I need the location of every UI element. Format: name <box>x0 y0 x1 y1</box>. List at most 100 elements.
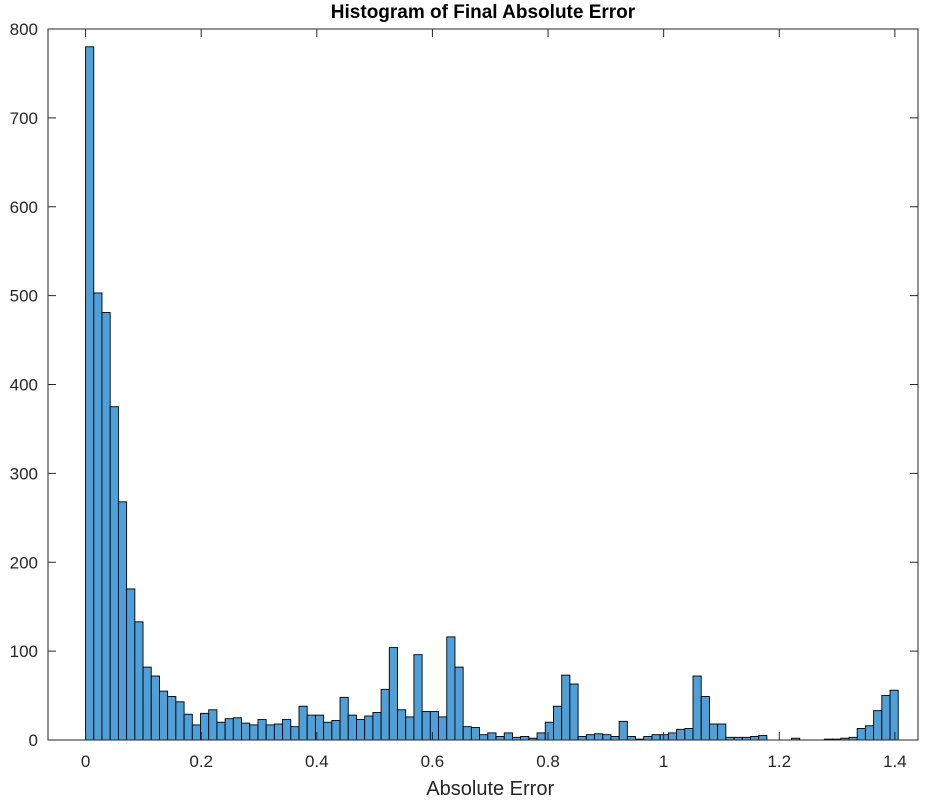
histogram-bar <box>323 721 333 741</box>
x-tick-label: 0.2 <box>189 752 213 771</box>
histogram-bar <box>594 733 604 741</box>
histogram-bar <box>544 721 554 741</box>
histogram-bar <box>126 588 136 741</box>
histogram-bar <box>282 719 292 741</box>
histogram-bar <box>167 696 177 741</box>
histogram-bar <box>676 728 686 741</box>
histogram-bar <box>577 736 587 741</box>
histogram-bar <box>487 732 497 741</box>
histogram-bar <box>273 723 284 741</box>
y-tick-label: 500 <box>10 287 38 306</box>
histogram-bar <box>470 727 481 741</box>
histogram-bar <box>397 709 407 741</box>
histogram-bar <box>232 717 242 741</box>
histogram-bar <box>388 647 398 741</box>
histogram-bar <box>520 736 530 741</box>
histogram-bar <box>257 719 267 741</box>
y-tick-label: 200 <box>10 553 38 572</box>
histogram-bar <box>331 720 341 741</box>
x-axis-label: Absolute Error <box>426 778 554 800</box>
x-tick-label: 0 <box>81 752 90 771</box>
histogram-bar <box>659 734 669 741</box>
plot-area-frame <box>47 28 919 741</box>
histogram-bar <box>446 636 456 741</box>
histogram-bar <box>191 724 201 741</box>
histogram-bar <box>356 719 366 741</box>
histogram-bar <box>454 666 464 741</box>
histogram-bar <box>750 736 760 741</box>
histogram-bar <box>117 501 128 741</box>
histogram-bar <box>339 696 349 741</box>
y-tick-label: 600 <box>10 198 38 217</box>
histogram-bar <box>700 696 710 741</box>
y-axis-ticks: 0 100 200 300 400 500 600 700 800 <box>10 20 918 750</box>
x-tick-label: 1.4 <box>883 752 907 771</box>
histogram-bar <box>462 726 472 741</box>
histogram-bars <box>85 46 899 741</box>
x-tick-label: 1 <box>659 752 668 771</box>
histogram-bar <box>692 675 702 741</box>
histogram-bar <box>421 711 431 741</box>
histogram-bar <box>101 312 111 741</box>
histogram-bar <box>569 683 579 741</box>
y-tick-label: 700 <box>10 109 38 128</box>
x-tick-label: 0.8 <box>536 752 560 771</box>
histogram-bar <box>150 675 160 741</box>
histogram-bar <box>265 724 275 741</box>
histogram-bar <box>561 674 571 741</box>
histogram-bar <box>208 709 218 741</box>
histogram-bar <box>503 732 513 741</box>
histogram-bar <box>306 714 316 741</box>
x-tick-label: 1.2 <box>767 752 791 771</box>
histogram-bar <box>667 732 678 741</box>
histogram-bar <box>224 718 234 741</box>
histogram-bar <box>553 705 563 741</box>
histogram-bar <box>413 654 423 741</box>
chart-title: Histogram of Final Absolute Error <box>331 2 636 23</box>
histogram-bar <box>873 710 883 741</box>
histogram-bar <box>175 701 185 741</box>
histogram-bar <box>364 715 374 741</box>
histogram-bar <box>708 723 719 741</box>
histogram-bar <box>864 725 875 741</box>
histogram-bar <box>380 688 390 741</box>
y-tick-label: 400 <box>10 376 38 395</box>
histogram-bar <box>93 292 103 741</box>
histogram-bar <box>216 721 226 741</box>
histogram-bar <box>290 726 300 741</box>
histogram-bar <box>142 666 152 741</box>
histogram-bar <box>405 716 415 741</box>
histogram-bar <box>183 713 193 741</box>
y-tick-label: 300 <box>10 464 38 483</box>
histogram-bar <box>536 732 546 741</box>
x-tick-label: 0.4 <box>305 752 329 771</box>
x-tick-label: 0.6 <box>421 752 445 771</box>
histogram-bar <box>85 46 95 741</box>
histogram-bar <box>651 734 661 741</box>
histogram-bar <box>889 689 899 741</box>
histogram-bar <box>158 690 169 741</box>
x-axis-ticks: 0 0.2 0.4 0.6 0.8 1 1.2 1.4 <box>81 29 907 771</box>
histogram-bar <box>200 712 210 741</box>
histogram-bar <box>438 716 448 741</box>
y-tick-label: 800 <box>10 20 38 39</box>
histogram-bar <box>610 736 620 741</box>
histogram-bar <box>585 734 595 741</box>
histogram-bar <box>429 711 439 741</box>
histogram-bar <box>856 728 866 741</box>
histogram-bar <box>134 621 144 741</box>
histogram-bar <box>347 714 357 741</box>
y-tick-label: 0 <box>29 731 38 750</box>
histogram-bar <box>758 735 768 741</box>
histogram-bar <box>249 724 259 741</box>
y-tick-label: 100 <box>10 642 38 661</box>
histogram-bar <box>298 705 308 741</box>
histogram-bar <box>372 712 382 741</box>
histogram-bar <box>495 736 505 741</box>
histogram-bar <box>881 695 891 741</box>
histogram-bar <box>602 734 612 741</box>
histogram-bar <box>684 728 694 741</box>
histogram-bar <box>618 720 628 741</box>
histogram-bar <box>479 734 489 741</box>
